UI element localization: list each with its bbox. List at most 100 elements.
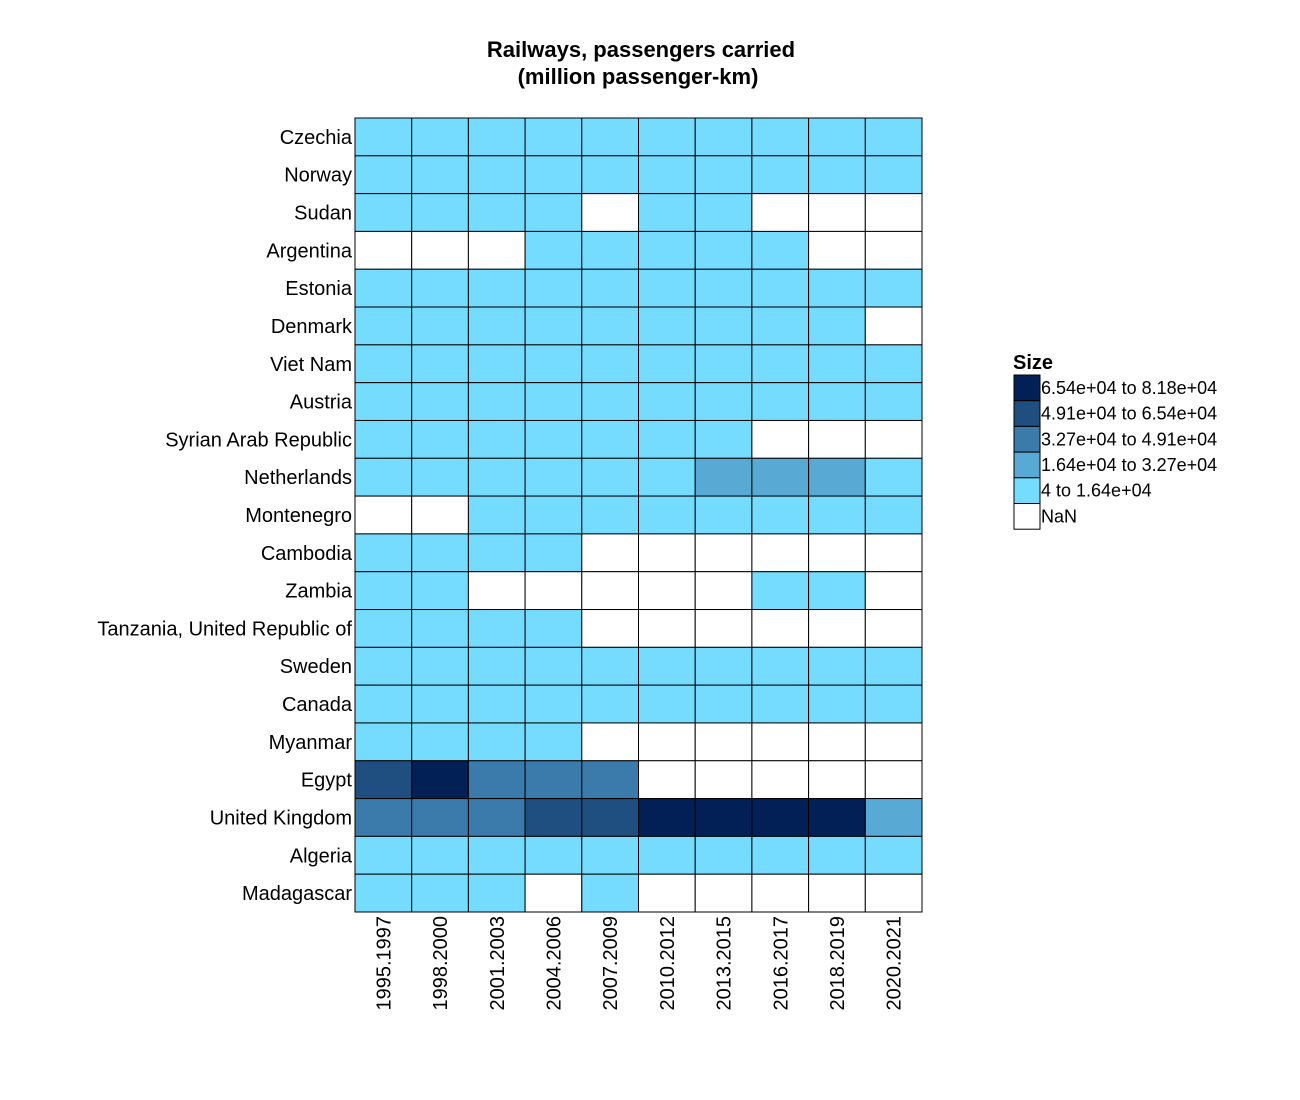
heatmap-cell [467,798,526,837]
heatmap-cell [581,571,639,611]
heatmap-cell [864,268,923,308]
heatmap-cell [751,193,810,232]
heatmap-cell [524,495,583,535]
heatmap-cell [524,193,583,232]
heatmap-cell [581,193,639,232]
row-label: Czechia [280,127,353,149]
heatmap-cell [354,344,413,384]
heatmap-cell [808,419,866,459]
row-label: Syrian Arab Republic [165,429,352,451]
heatmap-cell [751,646,810,686]
heatmap-cell [638,193,696,232]
heatmap-cell [808,646,866,686]
chart-title-line-2: (million passenger-km) [518,64,759,89]
column-label: 2016.2017 [770,916,792,1011]
heatmap-cell [864,419,923,459]
heatmap-cell [808,306,866,346]
heatmap-cell [638,495,696,535]
heatmap-cell [808,155,866,195]
heatmap-cell [411,419,469,459]
heatmap-cell [581,117,639,157]
heatmap-cell [354,268,413,308]
heatmap-cell [808,533,866,573]
heatmap-cell [467,419,526,459]
heatmap-cell [524,382,583,421]
heatmap-cell [354,835,413,875]
heatmap-cell [581,344,639,384]
heatmap-cell [638,873,696,913]
heatmap-cell [581,419,639,459]
heatmap-cell [864,344,923,384]
heatmap-cell [808,835,866,875]
heatmap-cell [864,457,923,497]
heatmap-cell [411,344,469,384]
heatmap-cell [751,230,810,270]
heatmap-cell [411,609,469,648]
heatmap-cell [524,646,583,686]
heatmap-cell [524,760,583,800]
column-label: 2010.2012 [657,916,679,1011]
heatmap-cell [638,230,696,270]
heatmap-cell [751,344,810,384]
heatmap-cell [411,306,469,346]
heatmap-cell [808,798,866,837]
heatmap-cell [411,117,469,157]
heatmap-cell [694,495,753,535]
heatmap-cell [354,873,413,913]
heatmap-cell [808,609,866,648]
legend-label: NaN [1041,506,1077,526]
heatmap-cell [864,646,923,686]
heatmap-cell [581,684,639,724]
heatmap-cell [864,722,923,762]
heatmap-cell [751,571,810,611]
row-label: Norway [284,165,352,187]
heatmap-cell [581,760,639,800]
heatmap-cell [354,382,413,421]
heatmap-cell [694,722,753,762]
heatmap-cell [581,495,639,535]
heatmap-cell [354,419,413,459]
heatmap-cell [411,873,469,913]
heatmap-cell [864,230,923,270]
heatmap-cell [354,684,413,724]
row-label: Viet Nam [270,354,352,376]
heatmap-cell [354,533,413,573]
heatmap-cell [524,835,583,875]
heatmap-cell [411,646,469,686]
heatmap-cell [411,722,469,762]
heatmap-cell [354,155,413,195]
heatmap-cell [808,722,866,762]
column-label: 1995.1997 [373,916,395,1011]
heatmap-cell [354,117,413,157]
row-label: United Kingdom [210,807,352,829]
heatmap-cell [808,457,866,497]
row-label: Argentina [266,240,352,262]
heatmap-cell [638,646,696,686]
heatmap-cell [694,230,753,270]
heatmap-cell [751,722,810,762]
heatmap-cell [808,495,866,535]
heatmap-cell [354,457,413,497]
heatmap-cell [467,230,526,270]
heatmap-cell [864,798,923,837]
heatmap-cell [411,155,469,195]
heatmap-cell [694,533,753,573]
heatmap-cell [751,457,810,497]
heatmap-cell [467,344,526,384]
heatmap-cell [581,155,639,195]
heatmap-cell [694,193,753,232]
heatmap-cell [354,193,413,232]
heatmap-cell [638,571,696,611]
legend-swatch [1013,451,1041,479]
heatmap-cell [864,495,923,535]
heatmap-cell [411,835,469,875]
legend-swatch [1013,374,1041,402]
heatmap-cell [524,268,583,308]
heatmap-cell [411,193,469,232]
column-labels: 1995.1997 1998.2000 2001.2003 2004.2006 2007… [373,916,905,1011]
row-label: Sudan [294,203,352,225]
heatmap-cell [751,609,810,648]
heatmap-cell [638,533,696,573]
row-label: Madagascar [242,883,352,905]
heatmap-cell [411,760,469,800]
